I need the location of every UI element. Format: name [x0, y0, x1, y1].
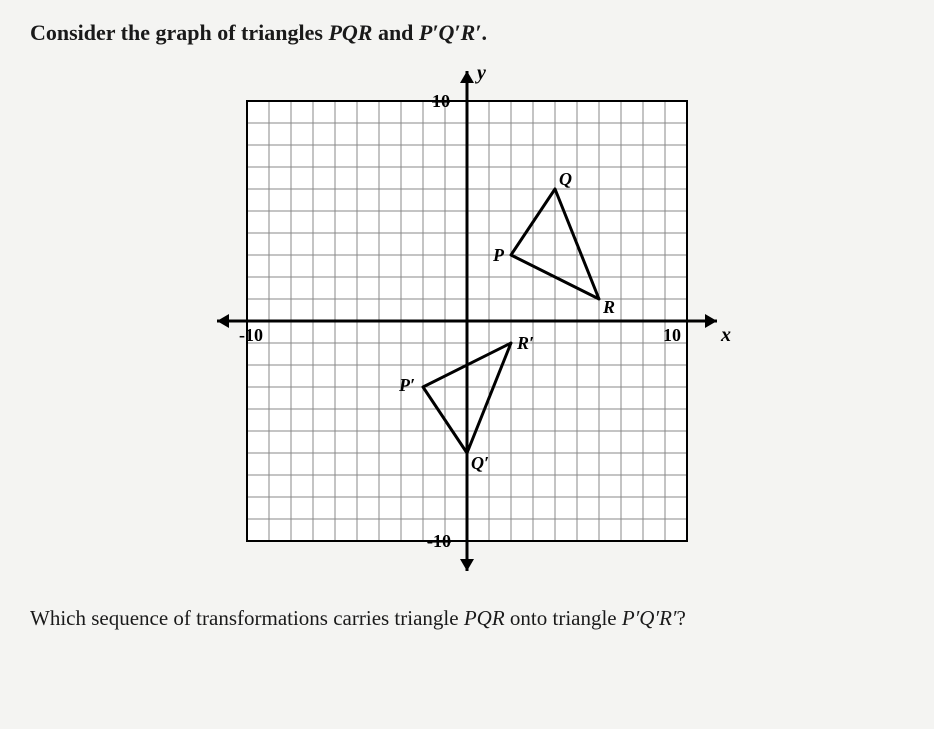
x-axis-label: x [720, 324, 731, 346]
prompt-tri2: P′Q′R′ [419, 20, 482, 45]
prompt-text: Consider the graph of triangles PQR and … [30, 20, 904, 46]
x-pos-tick: 10 [663, 325, 681, 345]
prompt-tri1: PQR [328, 20, 372, 45]
question-tri2: P′Q′R′ [622, 606, 677, 630]
question-tri1: PQR [464, 606, 505, 630]
vertex-label-Rprime: R′ [516, 333, 534, 353]
y-neg-tick: -10 [427, 531, 451, 551]
vertex-label-Qprime: Q′ [471, 453, 489, 473]
question-prefix: Which sequence of transformations carrie… [30, 606, 464, 630]
prompt-suffix: . [481, 20, 487, 45]
vertex-label-R: R [602, 297, 615, 317]
prompt-mid: and [372, 20, 418, 45]
coordinate-graph: y x 10 -10 -10 10 P Q R P′ Q′ R′ [187, 56, 747, 586]
question-suffix: ? [677, 606, 686, 630]
vertex-label-P: P [492, 245, 505, 265]
prompt-prefix: Consider the graph of triangles [30, 20, 328, 45]
question-text: Which sequence of transformations carrie… [30, 606, 904, 631]
question-mid: onto triangle [505, 606, 622, 630]
vertex-label-Pprime: P′ [398, 375, 415, 395]
graph-container: y x 10 -10 -10 10 P Q R P′ Q′ R′ [30, 56, 904, 586]
y-axis-label: y [475, 62, 486, 84]
vertex-label-Q: Q [559, 169, 572, 189]
y-pos-tick: 10 [432, 91, 450, 111]
x-neg-tick: -10 [239, 325, 263, 345]
